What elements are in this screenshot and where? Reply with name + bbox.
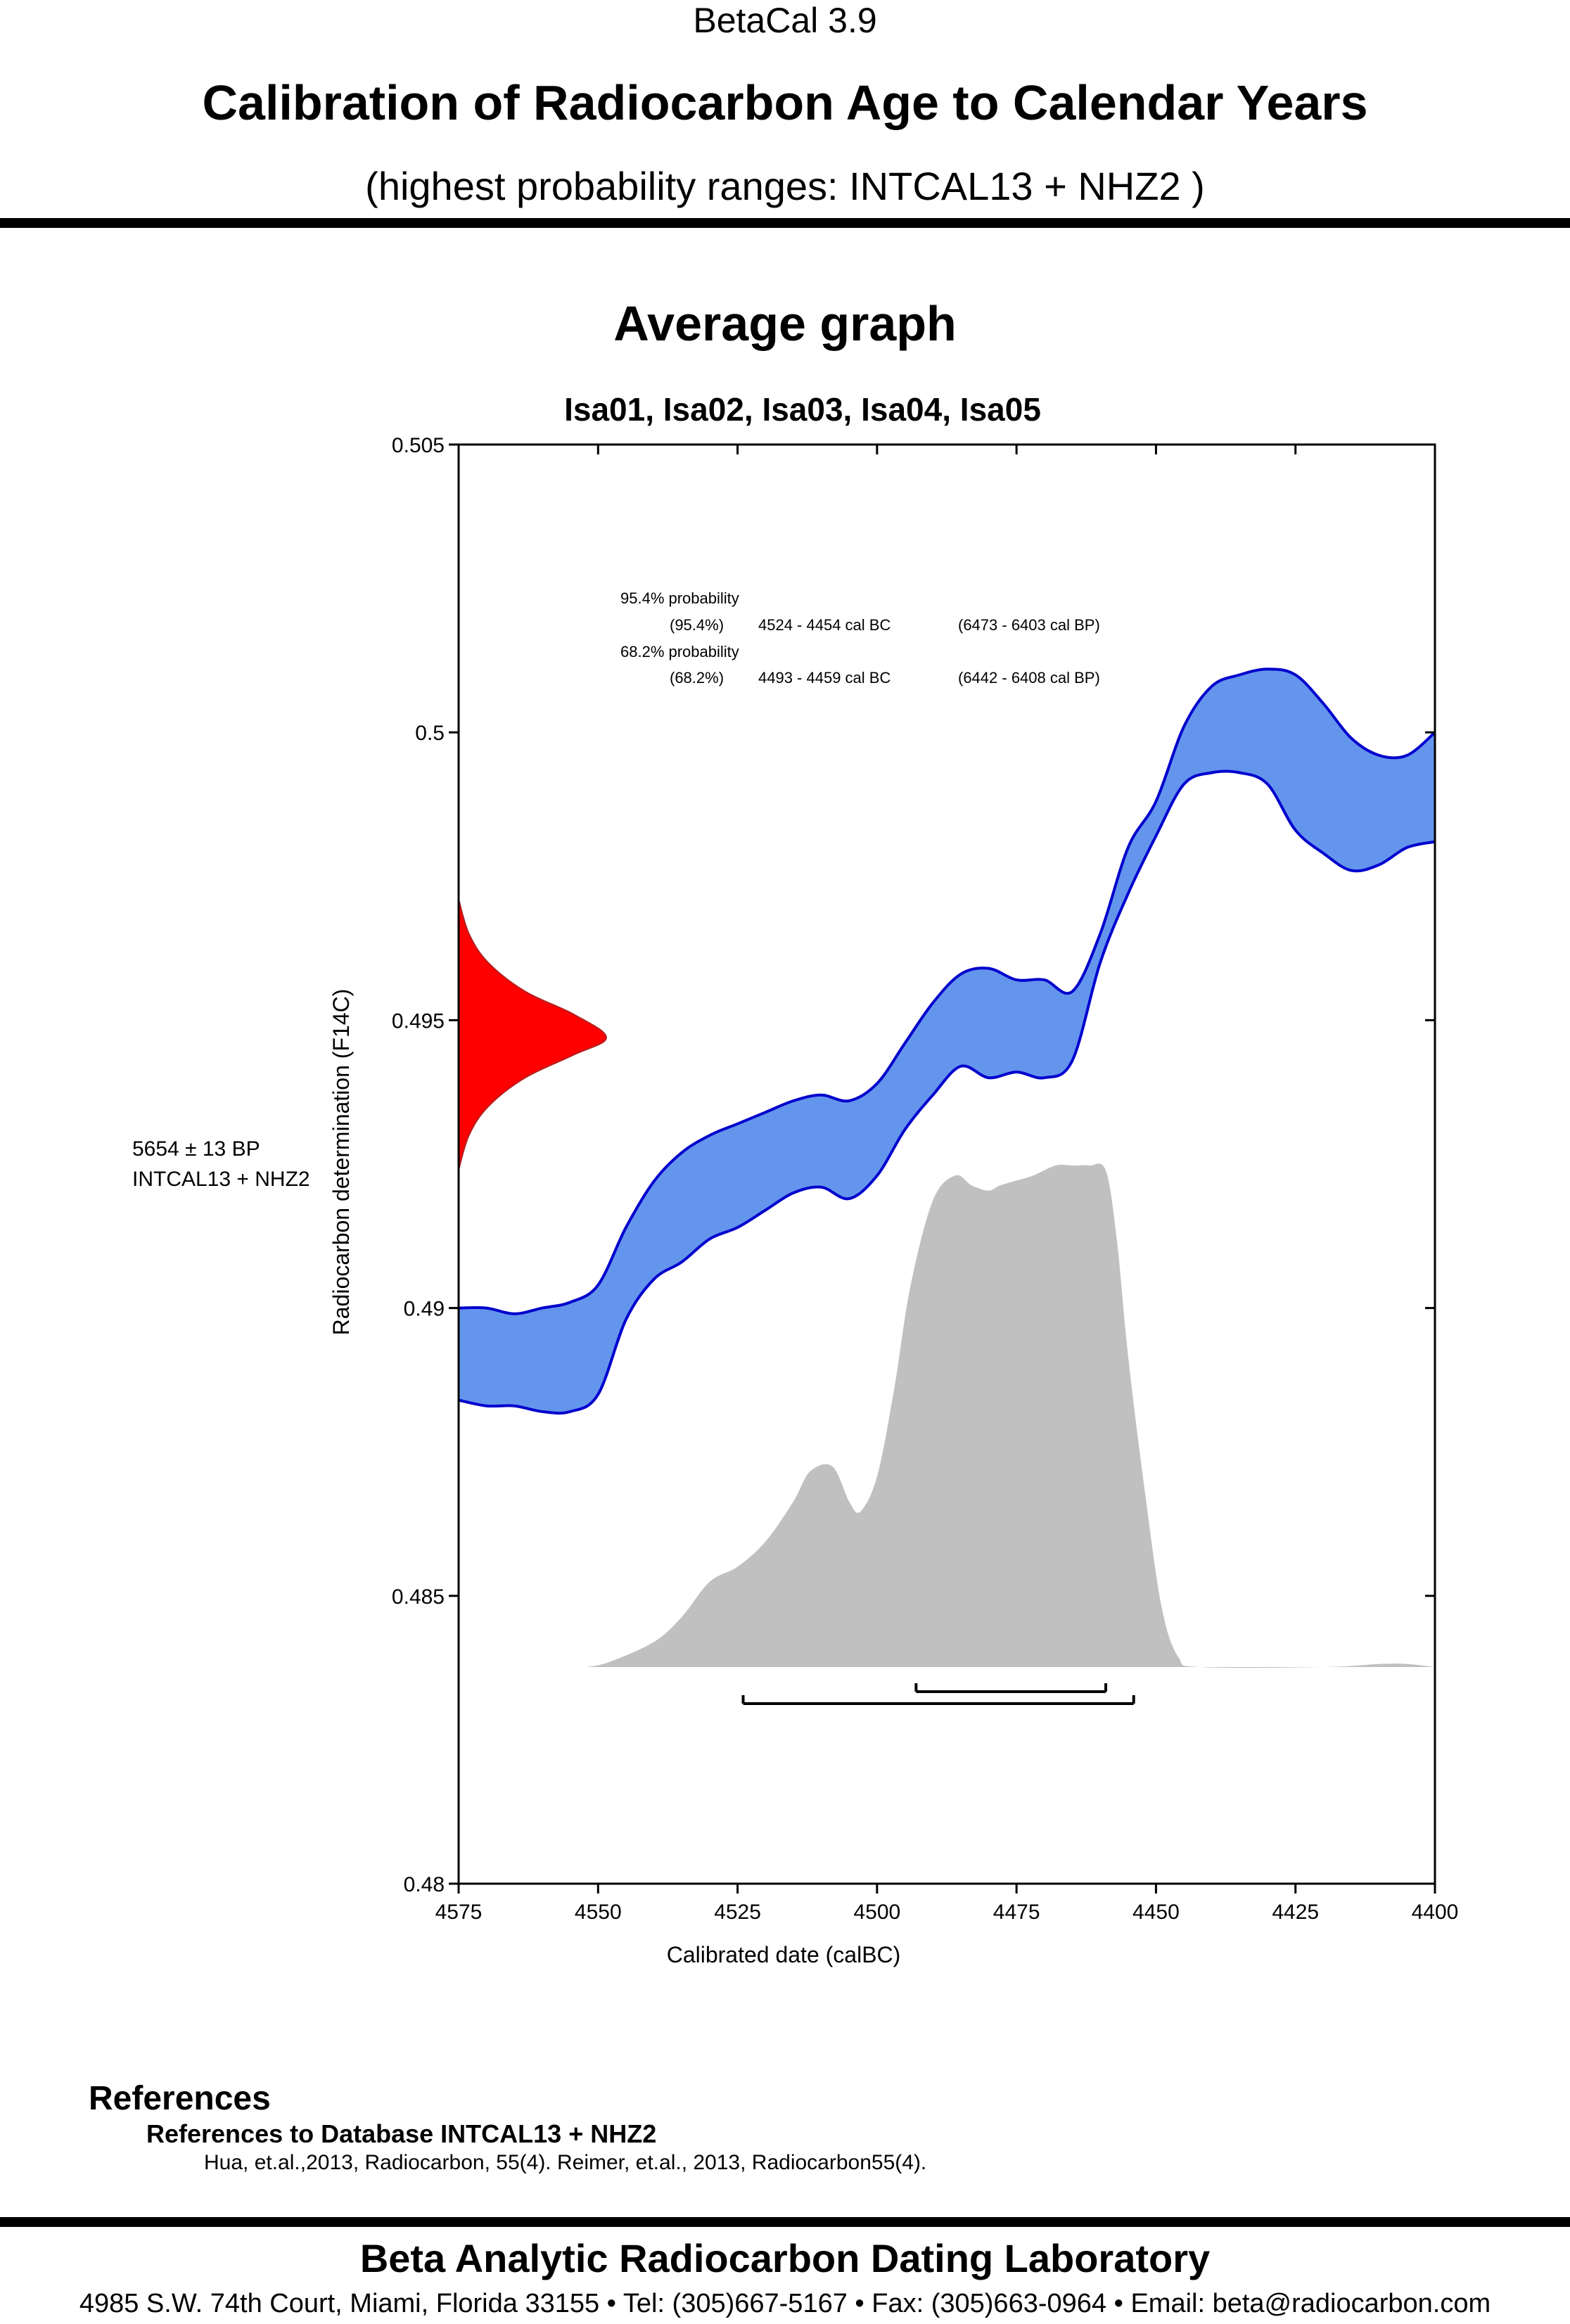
range-68-percent: (68.2%) <box>670 669 724 687</box>
range-95-calbc: 4524 - 4454 cal BC <box>758 616 891 634</box>
x-tick-label: 4475 <box>993 1901 1040 1924</box>
header-divider <box>0 218 1570 228</box>
calendar-probability-layer <box>587 1163 1435 1668</box>
x-tick-label: 4525 <box>714 1901 761 1924</box>
footer-divider <box>0 2217 1570 2227</box>
x-tick-label: 4400 <box>1412 1901 1459 1924</box>
y-tick-label: 0.485 <box>392 1585 445 1609</box>
y-tick-label: 0.495 <box>392 1009 445 1033</box>
plot-frame <box>457 443 1436 1885</box>
x-tick-label: 4425 <box>1272 1901 1319 1924</box>
calibration-chart: Isa01, Isa02, Isa03, Isa04, Isa05 4575 45… <box>132 391 1458 1967</box>
references-text: Hua, et.al.,2013, Radiocarbon, 55(4). Re… <box>204 2151 927 2174</box>
sample-database-label: INTCAL13 + NHZ2 <box>132 1168 310 1191</box>
y-tick-label: 0.48 <box>404 1873 445 1896</box>
y-tick-label: 0.5 <box>415 722 445 745</box>
range-68-label: 68.2% probability <box>620 643 739 660</box>
references-heading: References <box>89 2080 271 2117</box>
chart-title: Isa01, Isa02, Isa03, Isa04, Isa05 <box>564 391 1041 428</box>
section-title: Average graph <box>613 296 957 351</box>
range-95-calbp: (6473 - 6403 cal BP) <box>958 616 1100 634</box>
lab-address: 4985 S.W. 74th Court, Miami, Florida 331… <box>79 2289 1491 2318</box>
range-95-percent: (95.4%) <box>670 616 724 634</box>
x-tick-label: 4450 <box>1132 1901 1180 1924</box>
y-tick-label: 0.505 <box>392 434 445 457</box>
calibration-band-layer <box>458 668 1436 1415</box>
range-68-calbp: (6442 - 6408 cal BP) <box>958 669 1100 687</box>
x-tick-label: 4575 <box>435 1901 483 1924</box>
calibration-upper-line <box>458 668 1436 1315</box>
range-bars-layer <box>741 1683 1135 1705</box>
main-title: Calibration of Radiocarbon Age to Calend… <box>202 75 1368 130</box>
x-tick-label: 4550 <box>575 1901 622 1924</box>
lab-name: Beta Analytic Radiocarbon Dating Laborat… <box>359 2236 1211 2280</box>
range-68-calbc: 4493 - 4459 cal BC <box>758 669 891 687</box>
calibration-band-fill <box>459 669 1435 1414</box>
calibration-lower-line <box>458 770 1436 1415</box>
axis-ticks-layer: 4575 4550 4525 4500 4475 4450 4425 4400 0.48 0.48… <box>392 434 1458 1924</box>
x-axis-label: Calibrated date (calBC) <box>667 1942 901 1967</box>
app-title: BetaCal 3.9 <box>693 1 877 40</box>
calendar-probability-area <box>587 1163 1435 1668</box>
x-tick-label: 4500 <box>853 1901 900 1924</box>
subtitle: (highest probability ranges: INTCAL13 + … <box>365 164 1205 208</box>
y-tick-label: 0.49 <box>404 1298 445 1321</box>
sample-age-label: 5654 ± 13 BP <box>132 1137 260 1161</box>
sample-distribution-curve <box>458 899 608 1170</box>
y-axis-label: Radiocarbon determination (F14C) <box>328 989 354 1336</box>
sample-distribution-layer <box>458 899 608 1170</box>
references-database-heading: References to Database INTCAL13 + NHZ2 <box>146 2119 657 2148</box>
range-95-label: 95.4% probability <box>620 589 739 607</box>
probability-legend: 95.4% probability (95.4%) 4524 - 4454 ca… <box>620 589 1100 687</box>
